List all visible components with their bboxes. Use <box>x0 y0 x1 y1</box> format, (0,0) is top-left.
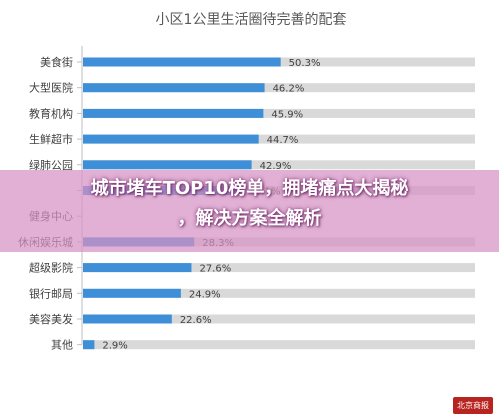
bar-track <box>83 83 475 93</box>
value-label: 50.3% <box>289 58 321 69</box>
chart-title: 小区1公里生活圈待完善的配套 <box>156 12 347 28</box>
bar <box>83 108 264 118</box>
category-label: 教育机构 <box>29 106 73 120</box>
publisher-watermark: 北京商报 <box>453 397 493 414</box>
value-label: 22.6% <box>180 315 212 326</box>
bar-track <box>83 288 475 298</box>
bar <box>83 83 265 93</box>
bar-track <box>83 263 475 273</box>
bar <box>83 263 192 273</box>
bar-track <box>83 160 475 170</box>
bar-track <box>83 314 475 324</box>
category-label: 美容美发 <box>29 312 73 326</box>
category-label: 银行邮局 <box>29 286 73 300</box>
bar-track <box>83 134 475 144</box>
value-label: 24.9% <box>189 289 221 300</box>
bar <box>83 160 252 170</box>
category-label: 其他 <box>51 339 73 352</box>
bar <box>83 340 95 350</box>
bar <box>83 314 172 324</box>
value-label: 45.9% <box>271 109 303 120</box>
bar <box>83 57 281 67</box>
category-label: 超级影院 <box>29 261 73 275</box>
headline-banner <box>0 170 499 252</box>
bar <box>83 288 181 298</box>
bar-track <box>83 340 475 350</box>
value-label: 2.9% <box>102 341 127 352</box>
category-label: 美食街 <box>40 55 73 69</box>
bar <box>83 134 259 144</box>
bar-track <box>83 108 475 118</box>
category-label: 生鲜超市 <box>29 132 73 146</box>
category-label: 大型医院 <box>29 81 73 95</box>
value-label: 44.7% <box>267 135 299 146</box>
value-label: 42.9% <box>260 161 292 172</box>
headline-line-1: 城市堵车TOP10榜单，拥堵痛点大揭秘 <box>90 178 409 199</box>
headline-text: 城市堵车TOP10榜单，拥堵痛点大揭秘 ，解决方案全解析 <box>0 174 499 234</box>
value-label: 27.6% <box>199 264 231 275</box>
value-label: 46.2% <box>273 84 305 95</box>
headline-line-2: ，解决方案全解析 <box>177 208 322 229</box>
category-label: 绿肺公园 <box>29 158 73 172</box>
